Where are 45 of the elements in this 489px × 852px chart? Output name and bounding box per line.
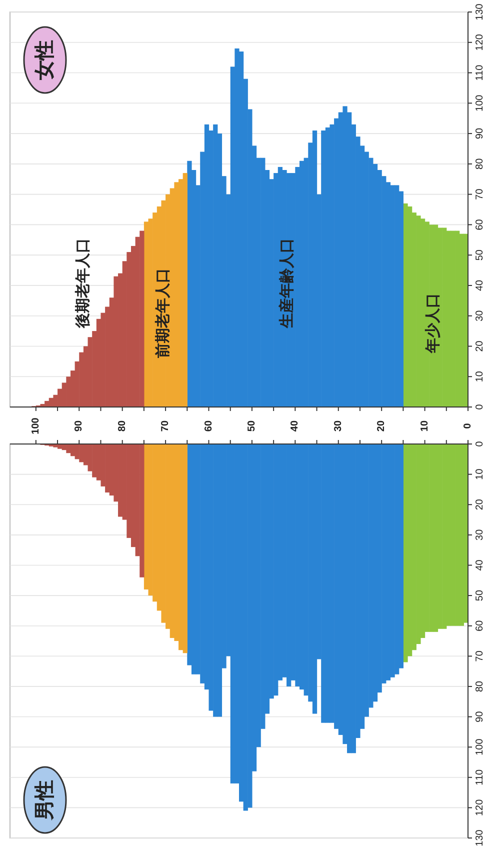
y-tick-label: 90 <box>474 128 486 140</box>
y-tick-label: 30 <box>474 528 486 540</box>
y-tick-label: 0 <box>474 440 486 447</box>
y-tick-label: 50 <box>474 249 486 261</box>
annotation: 前期老年人口 <box>154 268 172 359</box>
y-tick-label: 90 <box>474 710 486 722</box>
x-tick-label: 20 <box>376 420 388 432</box>
y-tick-label: 100 <box>474 738 486 756</box>
y-tick-label: 10 <box>474 468 486 480</box>
y-tick-label: 80 <box>474 680 486 692</box>
x-tick-label: 0 <box>462 422 474 429</box>
y-tick-label: 100 <box>474 94 486 112</box>
y-tick-label: 70 <box>474 650 486 662</box>
x-tick-label: 80 <box>116 420 128 432</box>
annotation: 年少人口 <box>424 293 442 354</box>
annotation: 後期老年人口 <box>74 238 92 329</box>
y-tick-label: 40 <box>474 279 486 292</box>
y-tick-label: 20 <box>474 498 486 510</box>
x-tick-label: 70 <box>160 420 172 432</box>
y-tick-label: 10 <box>474 370 486 382</box>
x-tick-label: 100 <box>30 417 42 434</box>
y-tick-label: 60 <box>474 218 486 230</box>
x-tick-label: 30 <box>332 420 344 432</box>
y-tick-label: 60 <box>474 620 486 632</box>
annotation: 生産年齢人口 <box>278 238 296 329</box>
y-tick-label: 110 <box>474 768 486 786</box>
x-tick-label: 60 <box>203 420 214 432</box>
text: 男性 <box>34 780 56 821</box>
y-tick-label: 130 <box>474 829 486 846</box>
y-tick-label: 80 <box>474 158 486 170</box>
y-tick-label: 130 <box>474 3 486 20</box>
y-tick-label: 50 <box>474 590 486 602</box>
y-tick-label: 0 <box>474 404 486 410</box>
y-tick-label: 120 <box>474 34 486 51</box>
x-tick-label: 10 <box>419 420 430 432</box>
x-tick-label: 90 <box>74 420 85 432</box>
y-tick-label: 40 <box>474 559 486 571</box>
x-tick-label: 40 <box>290 420 301 432</box>
y-tick-label: 110 <box>474 64 486 81</box>
y-tick-label: 20 <box>474 340 486 352</box>
y-tick-label: 70 <box>474 188 486 200</box>
y-tick-label: 120 <box>474 798 486 816</box>
text: 女性 <box>34 40 56 81</box>
x-tick-label: 50 <box>246 420 258 432</box>
y-tick-label: 30 <box>474 310 486 322</box>
